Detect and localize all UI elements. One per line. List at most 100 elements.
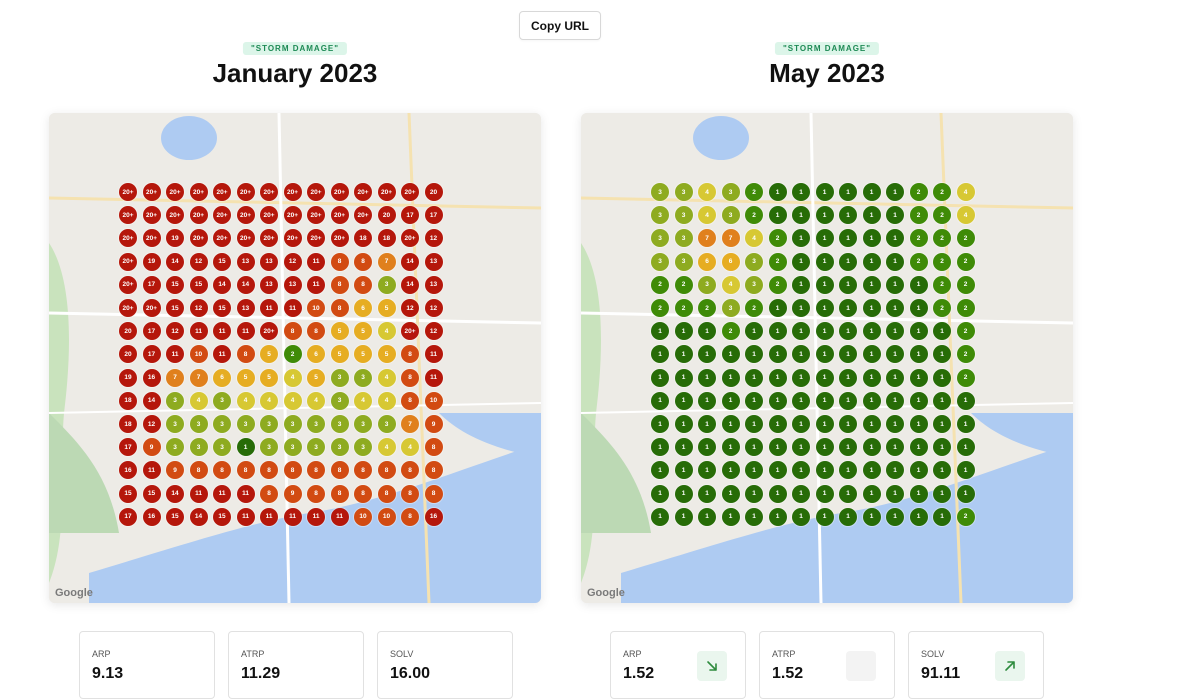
rank-pin[interactable]: 20+ bbox=[119, 252, 137, 271]
rank-pin[interactable]: 1 bbox=[862, 206, 881, 225]
rank-pin[interactable]: 2 bbox=[909, 252, 928, 271]
rank-pin[interactable]: 1 bbox=[815, 507, 834, 526]
rank-pin[interactable]: 1 bbox=[933, 507, 951, 526]
rank-pin[interactable]: 15 bbox=[119, 484, 137, 503]
rank-pin[interactable]: 14 bbox=[189, 507, 208, 526]
rank-pin[interactable]: 1 bbox=[651, 461, 669, 480]
rank-pin[interactable]: 3 bbox=[283, 415, 302, 433]
rank-pin[interactable]: 1 bbox=[909, 322, 928, 341]
rank-pin[interactable]: 17 bbox=[142, 345, 161, 364]
rank-pin[interactable]: 5 bbox=[330, 345, 349, 364]
rank-pin[interactable]: 1 bbox=[909, 275, 928, 294]
rank-pin[interactable]: 18 bbox=[119, 415, 137, 433]
rank-pin[interactable]: 5 bbox=[377, 299, 396, 317]
rank-pin[interactable]: 1 bbox=[768, 183, 787, 201]
rank-pin[interactable]: 20+ bbox=[260, 206, 278, 225]
copy-url-button[interactable]: Copy URL bbox=[519, 11, 601, 40]
rank-pin[interactable]: 13 bbox=[260, 275, 278, 294]
rank-pin[interactable]: 11 bbox=[213, 345, 231, 364]
rank-pin[interactable]: 3 bbox=[330, 415, 349, 433]
rank-pin[interactable]: 11 bbox=[142, 461, 161, 480]
rank-pin[interactable]: 1 bbox=[862, 484, 881, 503]
rank-pin[interactable]: 11 bbox=[330, 507, 349, 526]
rank-pin[interactable]: 20 bbox=[119, 322, 137, 341]
rank-pin[interactable]: 1 bbox=[886, 206, 904, 225]
rank-pin[interactable]: 8 bbox=[189, 461, 208, 480]
rank-pin[interactable]: 1 bbox=[698, 438, 716, 457]
rank-pin[interactable]: 17 bbox=[119, 438, 137, 457]
rank-pin[interactable]: 20+ bbox=[189, 206, 208, 225]
rank-pin[interactable]: 11 bbox=[283, 507, 302, 526]
rank-pin[interactable]: 20+ bbox=[307, 229, 325, 248]
rank-pin[interactable]: 20+ bbox=[260, 322, 278, 341]
rank-pin[interactable]: 3 bbox=[377, 415, 396, 433]
rank-pin[interactable]: 1 bbox=[768, 391, 787, 410]
rank-pin[interactable]: 1 bbox=[721, 484, 740, 503]
rank-pin[interactable]: 8 bbox=[260, 484, 278, 503]
rank-pin[interactable]: 11 bbox=[424, 368, 443, 387]
rank-pin[interactable]: 1 bbox=[886, 484, 904, 503]
rank-pin[interactable]: 15 bbox=[166, 299, 184, 317]
rank-pin[interactable]: 2 bbox=[956, 299, 975, 317]
rank-pin[interactable]: 3 bbox=[354, 415, 372, 433]
rank-pin[interactable]: 3 bbox=[166, 438, 184, 457]
rank-pin[interactable]: 11 bbox=[166, 345, 184, 364]
rank-pin[interactable]: 1 bbox=[721, 415, 740, 433]
rank-pin[interactable]: 1 bbox=[862, 507, 881, 526]
rank-pin[interactable]: 11 bbox=[424, 345, 443, 364]
rank-pin[interactable]: 3 bbox=[166, 391, 184, 410]
rank-pin[interactable]: 11 bbox=[260, 507, 278, 526]
rank-pin[interactable]: 10 bbox=[424, 391, 443, 410]
rank-pin[interactable]: 8 bbox=[330, 461, 349, 480]
rank-pin[interactable]: 4 bbox=[236, 391, 255, 410]
rank-pin[interactable]: 2 bbox=[698, 299, 716, 317]
rank-pin[interactable]: 20+ bbox=[401, 322, 419, 341]
rank-pin[interactable]: 4 bbox=[189, 391, 208, 410]
rank-pin[interactable]: 13 bbox=[236, 299, 255, 317]
rank-pin[interactable]: 20+ bbox=[307, 183, 325, 201]
rank-pin[interactable]: 1 bbox=[933, 368, 951, 387]
rank-pin[interactable]: 3 bbox=[260, 415, 278, 433]
rank-pin[interactable]: 15 bbox=[213, 252, 231, 271]
rank-pin[interactable]: 15 bbox=[166, 507, 184, 526]
rank-pin[interactable]: 2 bbox=[933, 206, 951, 225]
rank-pin[interactable]: 3 bbox=[721, 299, 740, 317]
rank-pin[interactable]: 20+ bbox=[189, 229, 208, 248]
rank-pin[interactable]: 1 bbox=[651, 484, 669, 503]
rank-pin[interactable]: 11 bbox=[307, 507, 325, 526]
rank-pin[interactable]: 1 bbox=[839, 206, 857, 225]
rank-pin[interactable]: 20+ bbox=[119, 275, 137, 294]
rank-pin[interactable]: 20+ bbox=[119, 183, 137, 201]
rank-pin[interactable]: 2 bbox=[283, 345, 302, 364]
rank-pin[interactable]: 13 bbox=[236, 252, 255, 271]
rank-pin[interactable]: 2 bbox=[674, 275, 693, 294]
rank-pin[interactable]: 8 bbox=[283, 461, 302, 480]
rank-pin[interactable]: 1 bbox=[815, 438, 834, 457]
rank-map[interactable]: 20+ 20+ 20+ 20+ 20+ 20+ 20+ 20+ 20+ 20+ 20+ 20+ 20+ 2… bbox=[49, 113, 541, 603]
rank-pin[interactable]: 1 bbox=[886, 438, 904, 457]
rank-pin[interactable]: 3 bbox=[651, 183, 669, 201]
rank-pin[interactable]: 12 bbox=[142, 415, 161, 433]
rank-pin[interactable]: 20+ bbox=[307, 206, 325, 225]
rank-pin[interactable]: 1 bbox=[792, 415, 810, 433]
rank-pin[interactable]: 1 bbox=[745, 415, 763, 433]
rank-pin[interactable]: 4 bbox=[377, 368, 396, 387]
rank-pin[interactable]: 2 bbox=[933, 183, 951, 201]
rank-pin[interactable]: 20+ bbox=[213, 206, 231, 225]
rank-pin[interactable]: 19 bbox=[119, 368, 137, 387]
rank-pin[interactable]: 1 bbox=[862, 345, 881, 364]
rank-pin[interactable]: 1 bbox=[839, 183, 857, 201]
rank-pin[interactable]: 1 bbox=[698, 391, 716, 410]
rank-pin[interactable]: 1 bbox=[792, 438, 810, 457]
rank-pin[interactable]: 2 bbox=[721, 322, 740, 341]
rank-pin[interactable]: 1 bbox=[792, 229, 810, 248]
rank-pin[interactable]: 1 bbox=[721, 507, 740, 526]
rank-pin[interactable]: 1 bbox=[839, 507, 857, 526]
rank-pin[interactable]: 1 bbox=[815, 415, 834, 433]
rank-pin[interactable]: 1 bbox=[815, 299, 834, 317]
rank-pin[interactable]: 12 bbox=[424, 229, 443, 248]
rank-pin[interactable]: 1 bbox=[815, 183, 834, 201]
rank-pin[interactable]: 11 bbox=[213, 484, 231, 503]
rank-pin[interactable]: 1 bbox=[698, 345, 716, 364]
rank-pin[interactable]: 1 bbox=[815, 275, 834, 294]
